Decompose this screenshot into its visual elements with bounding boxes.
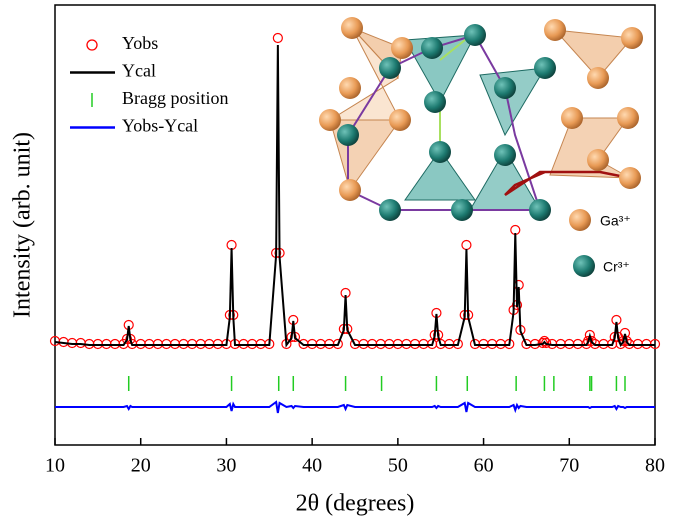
legend-label: Bragg position [122,88,229,108]
y-axis-label: Intensity (arb. unit) [10,132,36,318]
legend-label: Ycal [122,61,156,81]
x-tick-label: 70 [559,455,579,477]
legend-label: Yobs-Ycal [122,116,198,136]
series-line [54,44,655,348]
yobs-point [586,335,597,347]
x-tick-label: 30 [216,455,236,477]
yobs-point [583,335,594,347]
yobs-point [272,32,283,44]
x-tick-label: 10 [45,455,65,477]
series-line [55,400,655,414]
yobs-point [621,335,632,347]
annotation: Cr³⁺ [603,259,630,275]
x-tick-label: 60 [474,455,494,477]
legend-marker [86,39,98,51]
legend-label: Yobs [122,33,158,53]
yobs-point [541,337,552,349]
plot-frame [54,4,656,446]
yobs-point [461,239,472,251]
crystal-structure-inset: Ga³⁺ Cr³⁺ [319,17,643,277]
annotation: Ga³⁺ [600,213,631,229]
x-tick-label: 50 [388,455,408,477]
x-tick-label: 80 [645,455,665,477]
x-axis-label: 2θ (degrees) [296,491,415,517]
x-tick-label: 20 [131,455,151,477]
x-tick-label: 40 [302,455,322,477]
